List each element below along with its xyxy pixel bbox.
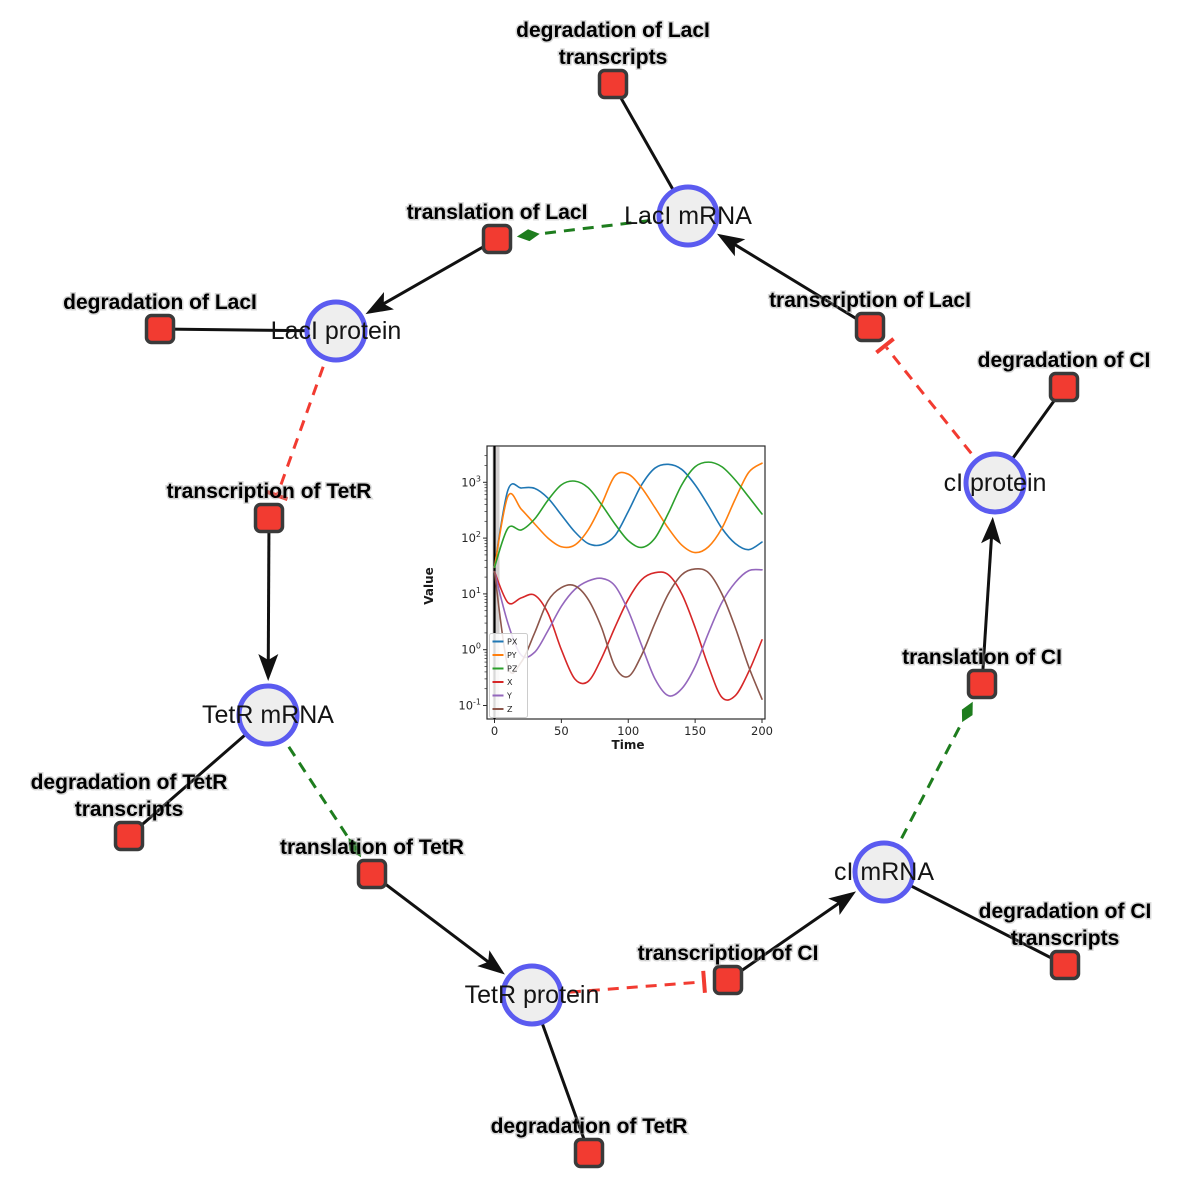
species-label-laci_mrna: LacI mRNA bbox=[624, 202, 752, 230]
legend-label-PY: PY bbox=[507, 651, 517, 660]
species-node-tetr_mrna bbox=[236, 683, 300, 747]
x-tick-label: 200 bbox=[751, 724, 773, 738]
edge-arrow-tx_laci-laci_mrna-arrowhead-icon bbox=[717, 233, 746, 257]
legend-label-Z: Z bbox=[507, 705, 513, 714]
series-line-PX bbox=[493, 463, 763, 569]
edge-arrow-tx_ci-ci_mrna bbox=[727, 899, 844, 982]
reaction-node-deg_laci bbox=[144, 313, 176, 345]
series-line-PZ bbox=[493, 461, 763, 569]
edge-arrow-tl_ci-ci_protein-arrowhead-icon bbox=[981, 516, 1002, 545]
reaction-label-deg_tetr_tx: degradation of TetR transcripts bbox=[31, 771, 228, 821]
reaction-label-tx_tetr: transcription of TetR bbox=[167, 480, 372, 503]
species-node-laci_protein bbox=[304, 299, 368, 363]
reaction-label-deg_laci: degradation of LacI bbox=[63, 291, 257, 314]
edge-arrow-tl_tetr-tetr_protein-arrowhead-icon bbox=[477, 950, 505, 975]
reaction-label-tl_tetr: translation of TetR bbox=[280, 836, 464, 859]
reaction-node-tl_laci bbox=[481, 223, 513, 255]
x-tick-label: 50 bbox=[554, 724, 569, 738]
edge-arrow-tl_laci-laci_protein bbox=[378, 237, 498, 308]
edge-arrow-tx_ci-ci_mrna-arrowhead-icon bbox=[828, 891, 857, 915]
reaction-label-deg_ci: degradation of CI bbox=[978, 349, 1151, 372]
species-node-laci_mrna bbox=[656, 184, 720, 248]
reaction-label-deg_ci_tx: degradation of CI transcripts bbox=[979, 900, 1152, 950]
x-tick-label: 150 bbox=[684, 724, 706, 738]
reaction-node-tl_tetr bbox=[356, 858, 388, 890]
reaction-node-tx_ci bbox=[712, 964, 744, 996]
inset-chart: 0 50 100 150 20010-1100101102103TimeValuePXP… bbox=[422, 445, 773, 752]
y-tick-label: 102 bbox=[461, 530, 481, 545]
series-line-Z bbox=[493, 567, 763, 700]
edge-inhibition-laci_protein-tx_tetr-tbar-icon bbox=[266, 489, 289, 501]
series-line-PY bbox=[493, 462, 763, 569]
chart-series-layer bbox=[493, 461, 763, 701]
legend-label-PX: PX bbox=[507, 638, 518, 647]
edge-arrow-tx_laci-laci_mrna bbox=[729, 240, 871, 329]
edge-arrow-tl_laci-laci_protein-arrowhead-icon bbox=[365, 292, 394, 315]
nodes-layer bbox=[113, 68, 1081, 1169]
edge-arrow-tl_ci-ci_protein bbox=[980, 532, 994, 685]
series-line-Y bbox=[493, 568, 763, 697]
reaction-node-tx_tetr bbox=[253, 502, 285, 534]
reaction-node-tl_ci bbox=[966, 668, 998, 700]
reaction-label-tx_ci: transcription of CI bbox=[638, 942, 819, 965]
reaction-label-tl_laci: translation of LacI bbox=[407, 201, 588, 224]
chart-ylabel: Value bbox=[422, 567, 436, 605]
reaction-node-deg_tetr bbox=[573, 1137, 605, 1169]
reaction-node-deg_tetr_tx bbox=[113, 820, 145, 852]
series-line-X bbox=[493, 570, 763, 701]
species-node-ci_protein bbox=[963, 451, 1027, 515]
reaction-label-deg_tetr: degradation of TetR bbox=[491, 1115, 688, 1138]
y-tick-label: 101 bbox=[461, 586, 481, 601]
species-label-laci_protein: LacI protein bbox=[271, 317, 402, 345]
reaction-label-deg_laci_tx: degradation of LacI transcripts bbox=[516, 19, 710, 69]
x-tick-label: 100 bbox=[617, 724, 639, 738]
chart-axes-box bbox=[486, 445, 766, 720]
legend-label-PZ: PZ bbox=[507, 665, 518, 674]
edge-inhibition-ci_protein-tx_laci-tbar-icon bbox=[875, 337, 895, 355]
chart-legend: PX PY PZ XYZ bbox=[489, 633, 528, 718]
edge-arrow-tx_tetr-tetr_mrna-arrowhead-icon bbox=[258, 653, 279, 682]
edge-modifier-laci_mrna-tl_laci-arrowhead-icon bbox=[516, 229, 540, 242]
legend-label-Y: Y bbox=[506, 692, 512, 701]
labels-layer: degradation of LacI transcripts translatio… bbox=[29, 18, 1153, 1140]
species-node-tetr_protein bbox=[500, 963, 564, 1027]
edge-inhibition-tetr_protein-tx_ci-tbar-icon bbox=[701, 970, 707, 993]
reaction-node-tx_laci bbox=[854, 311, 886, 343]
y-tick-label: 103 bbox=[461, 474, 481, 489]
species-label-tetr_protein: TetR protein bbox=[465, 981, 600, 1009]
edge-arrow-tx_tetr-tetr_mrna bbox=[266, 517, 271, 666]
edge-line-ci_mrna-deg_ci_tx bbox=[883, 870, 1066, 967]
species-label-ci_mrna: cI mRNA bbox=[834, 858, 934, 886]
legend-label-X: X bbox=[507, 678, 513, 687]
edge-modifier-ci_mrna-tl_ci-arrowhead-icon bbox=[961, 701, 973, 723]
reaction-node-deg_ci_tx bbox=[1049, 949, 1081, 981]
species-node-ci_mrna bbox=[852, 840, 916, 904]
reaction-node-deg_laci_tx bbox=[597, 68, 629, 100]
edge-arrow-tl_tetr-tetr_protein bbox=[371, 872, 494, 967]
edge-modifier-tetr_mrna-tl_tetr-arrowhead-icon bbox=[348, 838, 362, 858]
reaction-label-tx_laci: transcription of LacI bbox=[769, 289, 971, 312]
reaction-node-deg_ci bbox=[1048, 371, 1080, 403]
chart-xlabel: Time bbox=[612, 738, 645, 752]
y-tick-label: 100 bbox=[461, 642, 481, 657]
species-label-ci_protein: cI protein bbox=[944, 469, 1047, 497]
y-tick-label: 10-1 bbox=[458, 698, 481, 713]
reaction-label-tl_ci: translation of CI bbox=[902, 646, 1062, 669]
x-tick-label: 0 bbox=[491, 724, 498, 738]
species-label-tetr_mrna: TetR mRNA bbox=[202, 701, 334, 729]
